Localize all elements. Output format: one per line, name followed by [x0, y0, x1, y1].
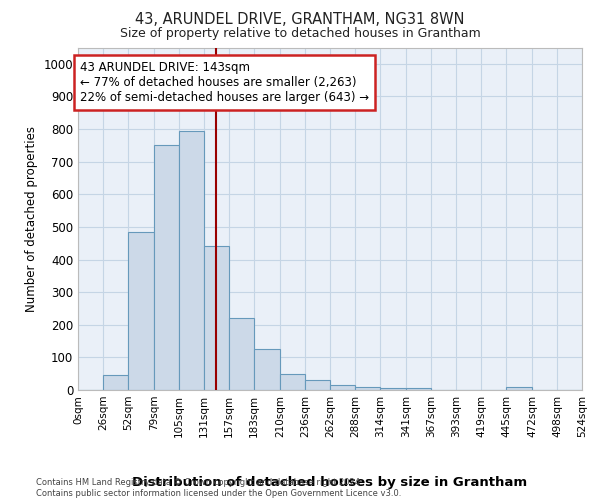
- Bar: [506, 386, 532, 390]
- Text: 43, ARUNDEL DRIVE, GRANTHAM, NG31 8WN: 43, ARUNDEL DRIVE, GRANTHAM, NG31 8WN: [135, 12, 465, 28]
- Bar: [406, 388, 431, 390]
- Bar: [380, 388, 406, 390]
- Bar: [280, 374, 305, 390]
- Bar: [305, 380, 330, 390]
- Bar: [179, 130, 204, 390]
- Bar: [154, 146, 179, 390]
- Bar: [355, 386, 380, 390]
- X-axis label: Distribution of detached houses by size in Grantham: Distribution of detached houses by size …: [133, 476, 527, 489]
- Bar: [103, 376, 128, 390]
- Bar: [229, 318, 254, 390]
- Bar: [128, 232, 154, 390]
- Bar: [330, 385, 355, 390]
- Text: 43 ARUNDEL DRIVE: 143sqm
← 77% of detached houses are smaller (2,263)
22% of sem: 43 ARUNDEL DRIVE: 143sqm ← 77% of detach…: [80, 61, 369, 104]
- Bar: [204, 246, 229, 390]
- Text: Contains HM Land Registry data © Crown copyright and database right 2024.
Contai: Contains HM Land Registry data © Crown c…: [36, 478, 401, 498]
- Y-axis label: Number of detached properties: Number of detached properties: [25, 126, 38, 312]
- Bar: [254, 349, 280, 390]
- Text: Size of property relative to detached houses in Grantham: Size of property relative to detached ho…: [119, 28, 481, 40]
